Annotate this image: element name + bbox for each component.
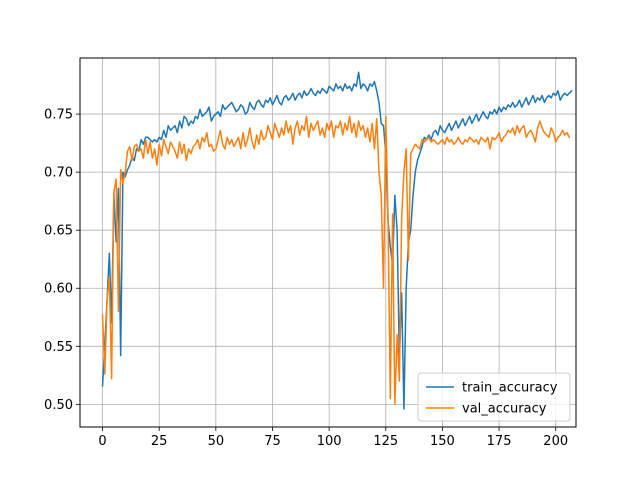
x-tick-label: 200 [543,434,568,449]
series-line-val-accuracy [101,115,571,406]
y-tick-label: 0.55 [44,340,73,355]
x-tick-label: 100 [317,434,342,449]
x-tick-label: 175 [487,434,512,449]
x-tick-label: 0 [98,434,106,449]
series-line-train-accuracy [101,71,573,410]
legend: train_accuracy val_accuracy [417,372,571,422]
legend-label: val_accuracy [462,402,547,417]
x-tick-label: 50 [208,434,225,449]
legend-label: train_accuracy [462,381,558,396]
x-tick-label: 75 [264,434,281,449]
y-tick-label: 0.60 [44,282,73,297]
x-tick-label: 25 [151,434,168,449]
x-tick-label: 150 [430,434,455,449]
plot-frame [79,57,577,428]
legend-box [417,372,571,422]
axis-ticks: 0 25 50 75 100 125 150 175 200 0.50 0.55 0.60 0.65 0.… [44,108,568,449]
y-tick-label: 0.75 [44,108,73,123]
y-tick-label: 0.50 [44,398,73,413]
x-tick-label: 125 [373,434,398,449]
y-tick-label: 0.65 [44,224,73,239]
series-layer [101,71,573,410]
y-tick-label: 0.70 [44,166,73,181]
